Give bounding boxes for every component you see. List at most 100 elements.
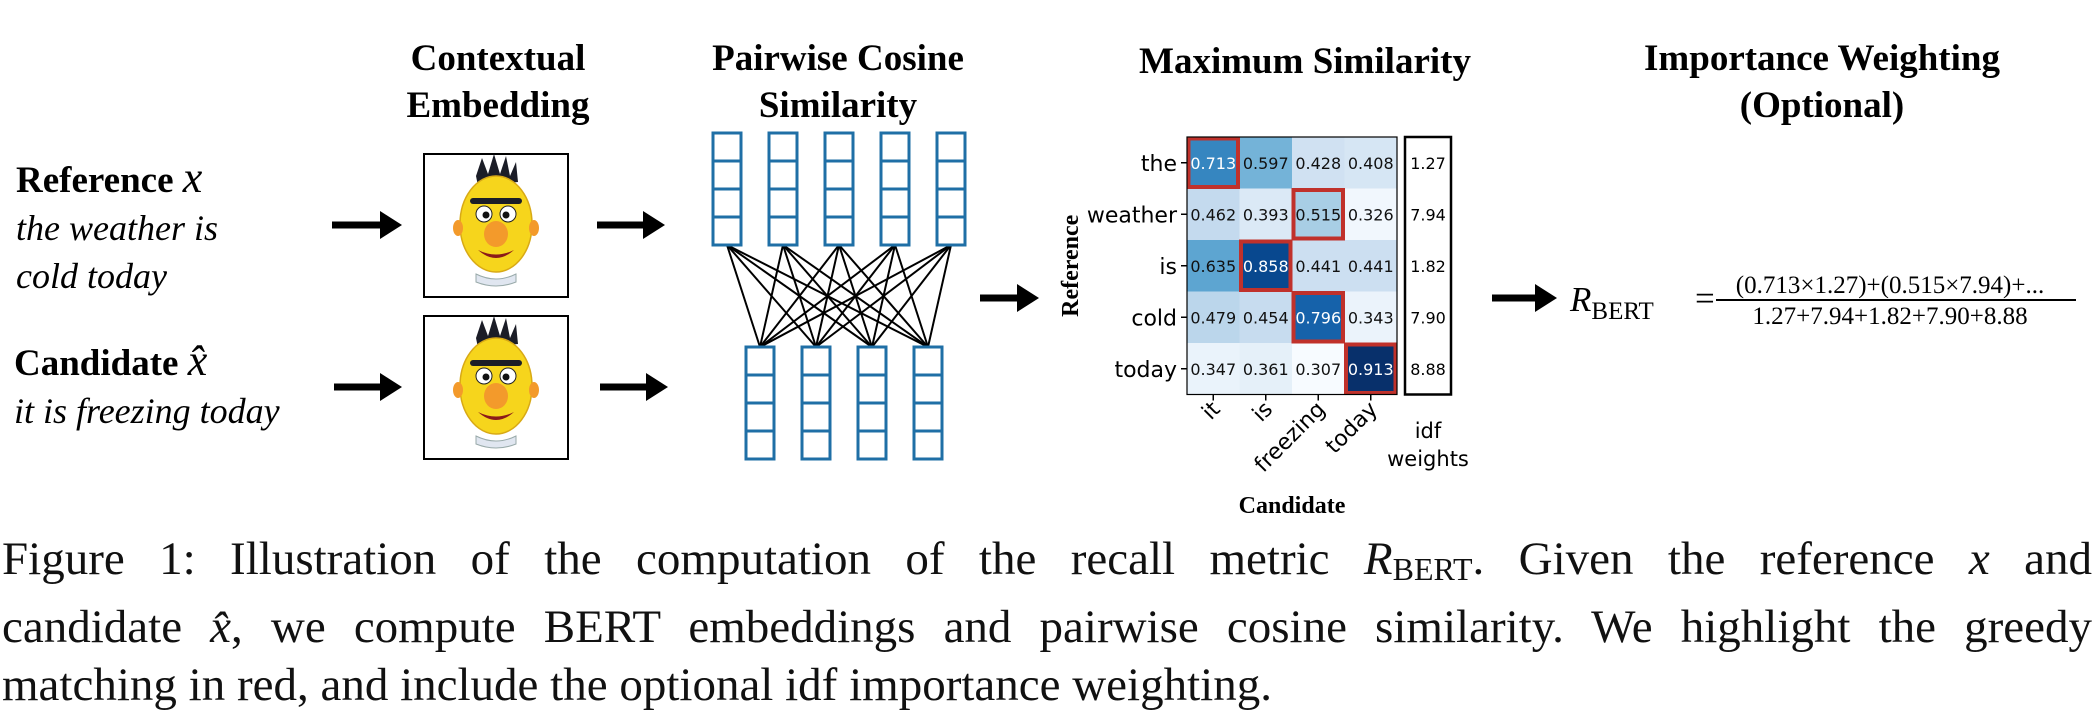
candidate-embedding-face	[423, 315, 569, 460]
heatmap-value: 0.515	[1295, 205, 1341, 224]
heatmap-row-label: weather	[1087, 203, 1178, 228]
cosine-edge	[871, 244, 952, 348]
heatmap-cell: 0.713	[1187, 137, 1240, 189]
caption-line-3: matching in red, and include the optiona…	[2, 659, 1272, 711]
heatmap-cell: 0.408	[1344, 137, 1397, 189]
heatmap-col-label: is	[1248, 397, 1278, 427]
figure-caption: Figure 1: Illustration of the computatio…	[2, 530, 2092, 714]
heatmap-x-axis-label: Candidate	[1239, 493, 1346, 519]
caption-line-1: Figure 1: Illustration of the computatio…	[2, 533, 2092, 587]
heatmap-col-label: it	[1197, 397, 1225, 425]
candidate-token-vector	[744, 345, 776, 461]
heatmap-cell: 0.858	[1239, 240, 1292, 292]
candidate-label: Candidate x̂	[14, 336, 208, 385]
idf-weight-value: 7.90	[1410, 308, 1446, 327]
heatmap-cell: 0.428	[1292, 137, 1345, 189]
reference-text-line1: the weather is	[16, 208, 218, 248]
heatmap-value: 0.462	[1190, 205, 1236, 224]
heatmap-cell: 0.913	[1344, 343, 1397, 395]
candidate-text: it is freezing today	[14, 391, 280, 431]
candidate-token-vector	[800, 345, 832, 461]
heatmap-cell: 0.393	[1239, 188, 1292, 240]
header-importance-line1: Importance Weighting	[1644, 38, 2000, 79]
heatmap-value: 0.441	[1348, 257, 1394, 276]
heatmap-y-axis-label: Reference	[1058, 214, 1084, 317]
heatmap-value: 0.408	[1348, 154, 1394, 173]
cosine-edge	[726, 244, 761, 348]
reference-token-vector	[767, 131, 799, 247]
heatmap-value: 0.428	[1295, 154, 1341, 173]
heatmap-value: 0.858	[1243, 257, 1289, 276]
heatmap-value: 0.913	[1348, 360, 1394, 379]
reference-token-vector	[823, 131, 855, 247]
header-cosine-line2: Similarity	[759, 85, 918, 126]
arrow-cosine-to-heatmap	[980, 284, 1039, 312]
reference-token-vector	[879, 131, 911, 247]
heatmap-cell: 0.515	[1292, 188, 1345, 240]
reference-embedding-face	[423, 153, 569, 298]
idf-weight-value: 1.27	[1410, 154, 1446, 173]
cosine-edge	[927, 244, 952, 348]
greedy-match-highlight	[1291, 188, 1345, 241]
cosine-edge	[759, 244, 952, 348]
heatmap-cell: 0.326	[1344, 188, 1397, 240]
greedy-match-highlight	[1239, 239, 1293, 292]
heatmap-cell: 0.343	[1344, 291, 1397, 343]
heatmap-cell: 0.441	[1344, 240, 1397, 292]
reference-label: Reference x	[16, 153, 203, 202]
cosine-edge	[759, 244, 840, 348]
header-embedding-line2: Embedding	[406, 85, 590, 126]
greedy-match-highlight	[1291, 291, 1345, 344]
heatmap-value: 0.713	[1190, 154, 1236, 173]
candidate-symbol: x̂	[187, 336, 208, 385]
idf-weights-label: idf	[1415, 419, 1442, 443]
heatmap-value: 0.635	[1190, 257, 1236, 276]
reference-token-vector	[711, 131, 743, 247]
greedy-match-highlight	[1344, 342, 1398, 395]
idf-weights-box	[1403, 135, 1453, 396]
heatmap-value: 0.307	[1295, 360, 1341, 379]
heatmap-cell: 0.635	[1187, 240, 1240, 292]
arrow-reference-to-embedding	[332, 211, 402, 239]
candidate-token-vector	[912, 345, 944, 461]
heatmap-value: 0.796	[1295, 308, 1341, 327]
heatmap-value: 0.326	[1348, 205, 1394, 224]
recall-formula: RBERT = (0.713×1.27)+(0.515×7.94)+... 1.…	[1569, 272, 2076, 330]
caption-line-2: candidate x̂, we compute BERT embeddings…	[2, 601, 2092, 653]
heatmap-cell: 0.462	[1187, 188, 1240, 240]
idf-weight-value: 1.82	[1410, 257, 1446, 276]
heatmap-row-label: today	[1114, 358, 1177, 383]
heatmap-value: 0.361	[1243, 360, 1289, 379]
pairwise-cosine-network	[711, 131, 967, 461]
formula-numerator: (0.713×1.27)+(0.515×7.94)+...	[1736, 272, 2044, 299]
cosine-edge	[759, 244, 784, 348]
cosine-edge	[759, 244, 896, 348]
heatmap-cell: 0.361	[1239, 343, 1292, 395]
idf-weight-value: 7.94	[1410, 205, 1446, 224]
arrow-heatmap-to-formula	[1492, 284, 1557, 312]
formula-equals: =	[1695, 279, 1715, 318]
cosine-edge	[815, 244, 952, 348]
header-embedding-line1: Contextual	[411, 38, 586, 79]
reference-token-vector	[935, 131, 967, 247]
candidate-token-vector	[856, 345, 888, 461]
heatmap-value: 0.441	[1295, 257, 1341, 276]
heatmap-cell: 0.347	[1187, 343, 1240, 395]
header-max-similarity: Maximum Similarity	[1139, 41, 1471, 82]
idf-weight-value: 8.88	[1410, 360, 1446, 379]
heatmap-cell: 0.454	[1239, 291, 1292, 343]
arrow-embedding-to-reference-vectors	[597, 211, 665, 239]
heatmap-cell: 0.597	[1239, 137, 1292, 189]
arrow-embedding-to-candidate-vectors	[600, 373, 668, 401]
reference-text-line2: cold today	[16, 256, 167, 296]
heatmap-cell: 0.441	[1292, 240, 1345, 292]
heatmap-row-label: the	[1141, 152, 1177, 177]
header-cosine-line1: Pairwise Cosine	[712, 38, 964, 79]
heatmap-col-label: today	[1321, 397, 1383, 459]
heatmap-value: 0.393	[1243, 205, 1289, 224]
heatmap-value: 0.479	[1190, 308, 1236, 327]
reference-symbol: x	[182, 153, 203, 202]
greedy-match-highlight	[1186, 136, 1240, 189]
heatmap-value: 0.454	[1243, 308, 1289, 327]
header-importance-line2: (Optional)	[1740, 85, 1904, 126]
